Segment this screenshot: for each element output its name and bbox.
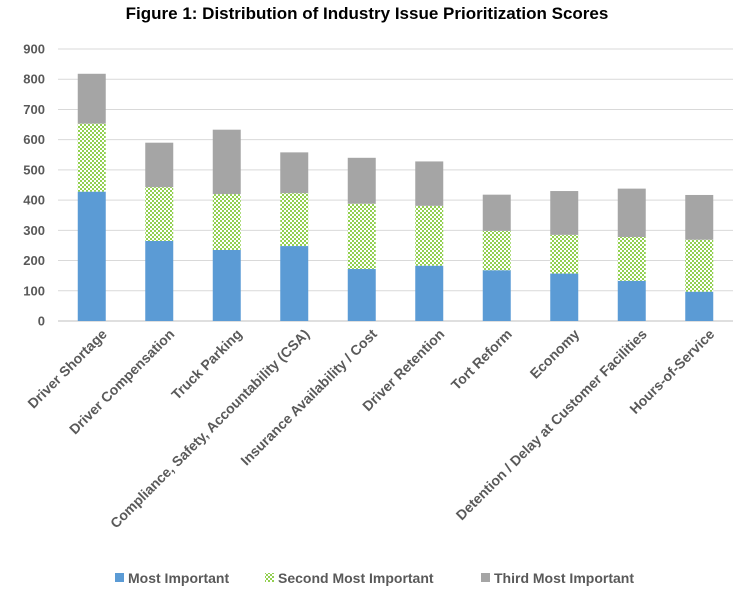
bar-second-most-important-economy — [550, 234, 579, 274]
bar-second-most-important-truck-parking — [212, 194, 241, 250]
x-tick-label: Economy — [526, 326, 582, 382]
legend-swatch-most-important — [115, 573, 124, 582]
bar-third-most-important-driver-compensation — [145, 142, 174, 188]
y-axis-tick-labels: 0 100 200 300 400 500 600 700 800 900 — [23, 42, 45, 329]
bar-second-most-important-driver-compensation — [145, 187, 174, 241]
bar-most-important-driver-compensation — [145, 240, 174, 321]
bar-most-important-truck-parking — [212, 249, 241, 321]
x-tick-label: Insurance Availability / Cost — [237, 326, 380, 469]
bar-most-important-economy — [550, 273, 579, 321]
legend-swatch-second-most-important — [265, 573, 274, 582]
bar-most-important-tort-reform — [482, 270, 511, 321]
y-tick-label: 900 — [23, 42, 45, 57]
legend-label-second-most-important: Second Most Important — [278, 570, 434, 586]
bar-third-most-important-insurance-availability-cost — [347, 157, 376, 204]
y-tick-label: 300 — [23, 223, 45, 238]
y-tick-label: 700 — [23, 102, 45, 117]
bar-third-most-important-compliance-safety-accountability-csa — [280, 152, 309, 194]
y-tick-label: 400 — [23, 193, 45, 208]
bar-third-most-important-driver-shortage — [77, 73, 106, 124]
legend: Most Important Second Most Important Third… — [115, 570, 634, 586]
y-tick-label: 0 — [38, 314, 45, 329]
legend-label-most-important: Most Important — [128, 570, 229, 586]
bar-second-most-important-tort-reform — [482, 230, 511, 271]
bar-second-most-important-driver-shortage — [77, 123, 106, 192]
bar-third-most-important-driver-retention — [415, 161, 444, 206]
bar-third-most-important-hours-of-service — [685, 194, 714, 240]
legend-swatch-third-most-important — [481, 573, 490, 582]
x-tick-label: Tort Reform — [448, 326, 515, 393]
bar-most-important-compliance-safety-accountability-csa — [280, 246, 309, 321]
bar-second-most-important-detention-delay-at-customer-facilities — [617, 236, 646, 281]
y-tick-label: 800 — [23, 72, 45, 87]
bar-second-most-important-driver-retention — [415, 205, 444, 266]
bars — [77, 73, 714, 321]
y-tick-label: 100 — [23, 283, 45, 298]
bar-most-important-driver-shortage — [77, 191, 106, 321]
bar-third-most-important-detention-delay-at-customer-facilities — [617, 188, 646, 237]
bar-most-important-hours-of-service — [685, 291, 714, 321]
bar-second-most-important-compliance-safety-accountability-csa — [280, 193, 309, 247]
bar-third-most-important-economy — [550, 191, 579, 235]
y-tick-label: 200 — [23, 253, 45, 268]
y-tick-label: 500 — [23, 162, 45, 177]
bar-most-important-driver-retention — [415, 265, 444, 321]
y-tick-label: 600 — [23, 132, 45, 147]
chart-title: Figure 1: Distribution of Industry Issue… — [126, 4, 609, 23]
legend-label-third-most-important: Third Most Important — [494, 570, 634, 586]
bar-most-important-insurance-availability-cost — [347, 269, 376, 321]
x-tick-label: Truck Parking — [168, 326, 245, 403]
bar-second-most-important-hours-of-service — [685, 239, 714, 292]
bar-second-most-important-insurance-availability-cost — [347, 203, 376, 270]
bar-third-most-important-tort-reform — [482, 194, 511, 231]
bar-third-most-important-truck-parking — [212, 129, 241, 195]
bar-most-important-detention-delay-at-customer-facilities — [617, 280, 646, 321]
